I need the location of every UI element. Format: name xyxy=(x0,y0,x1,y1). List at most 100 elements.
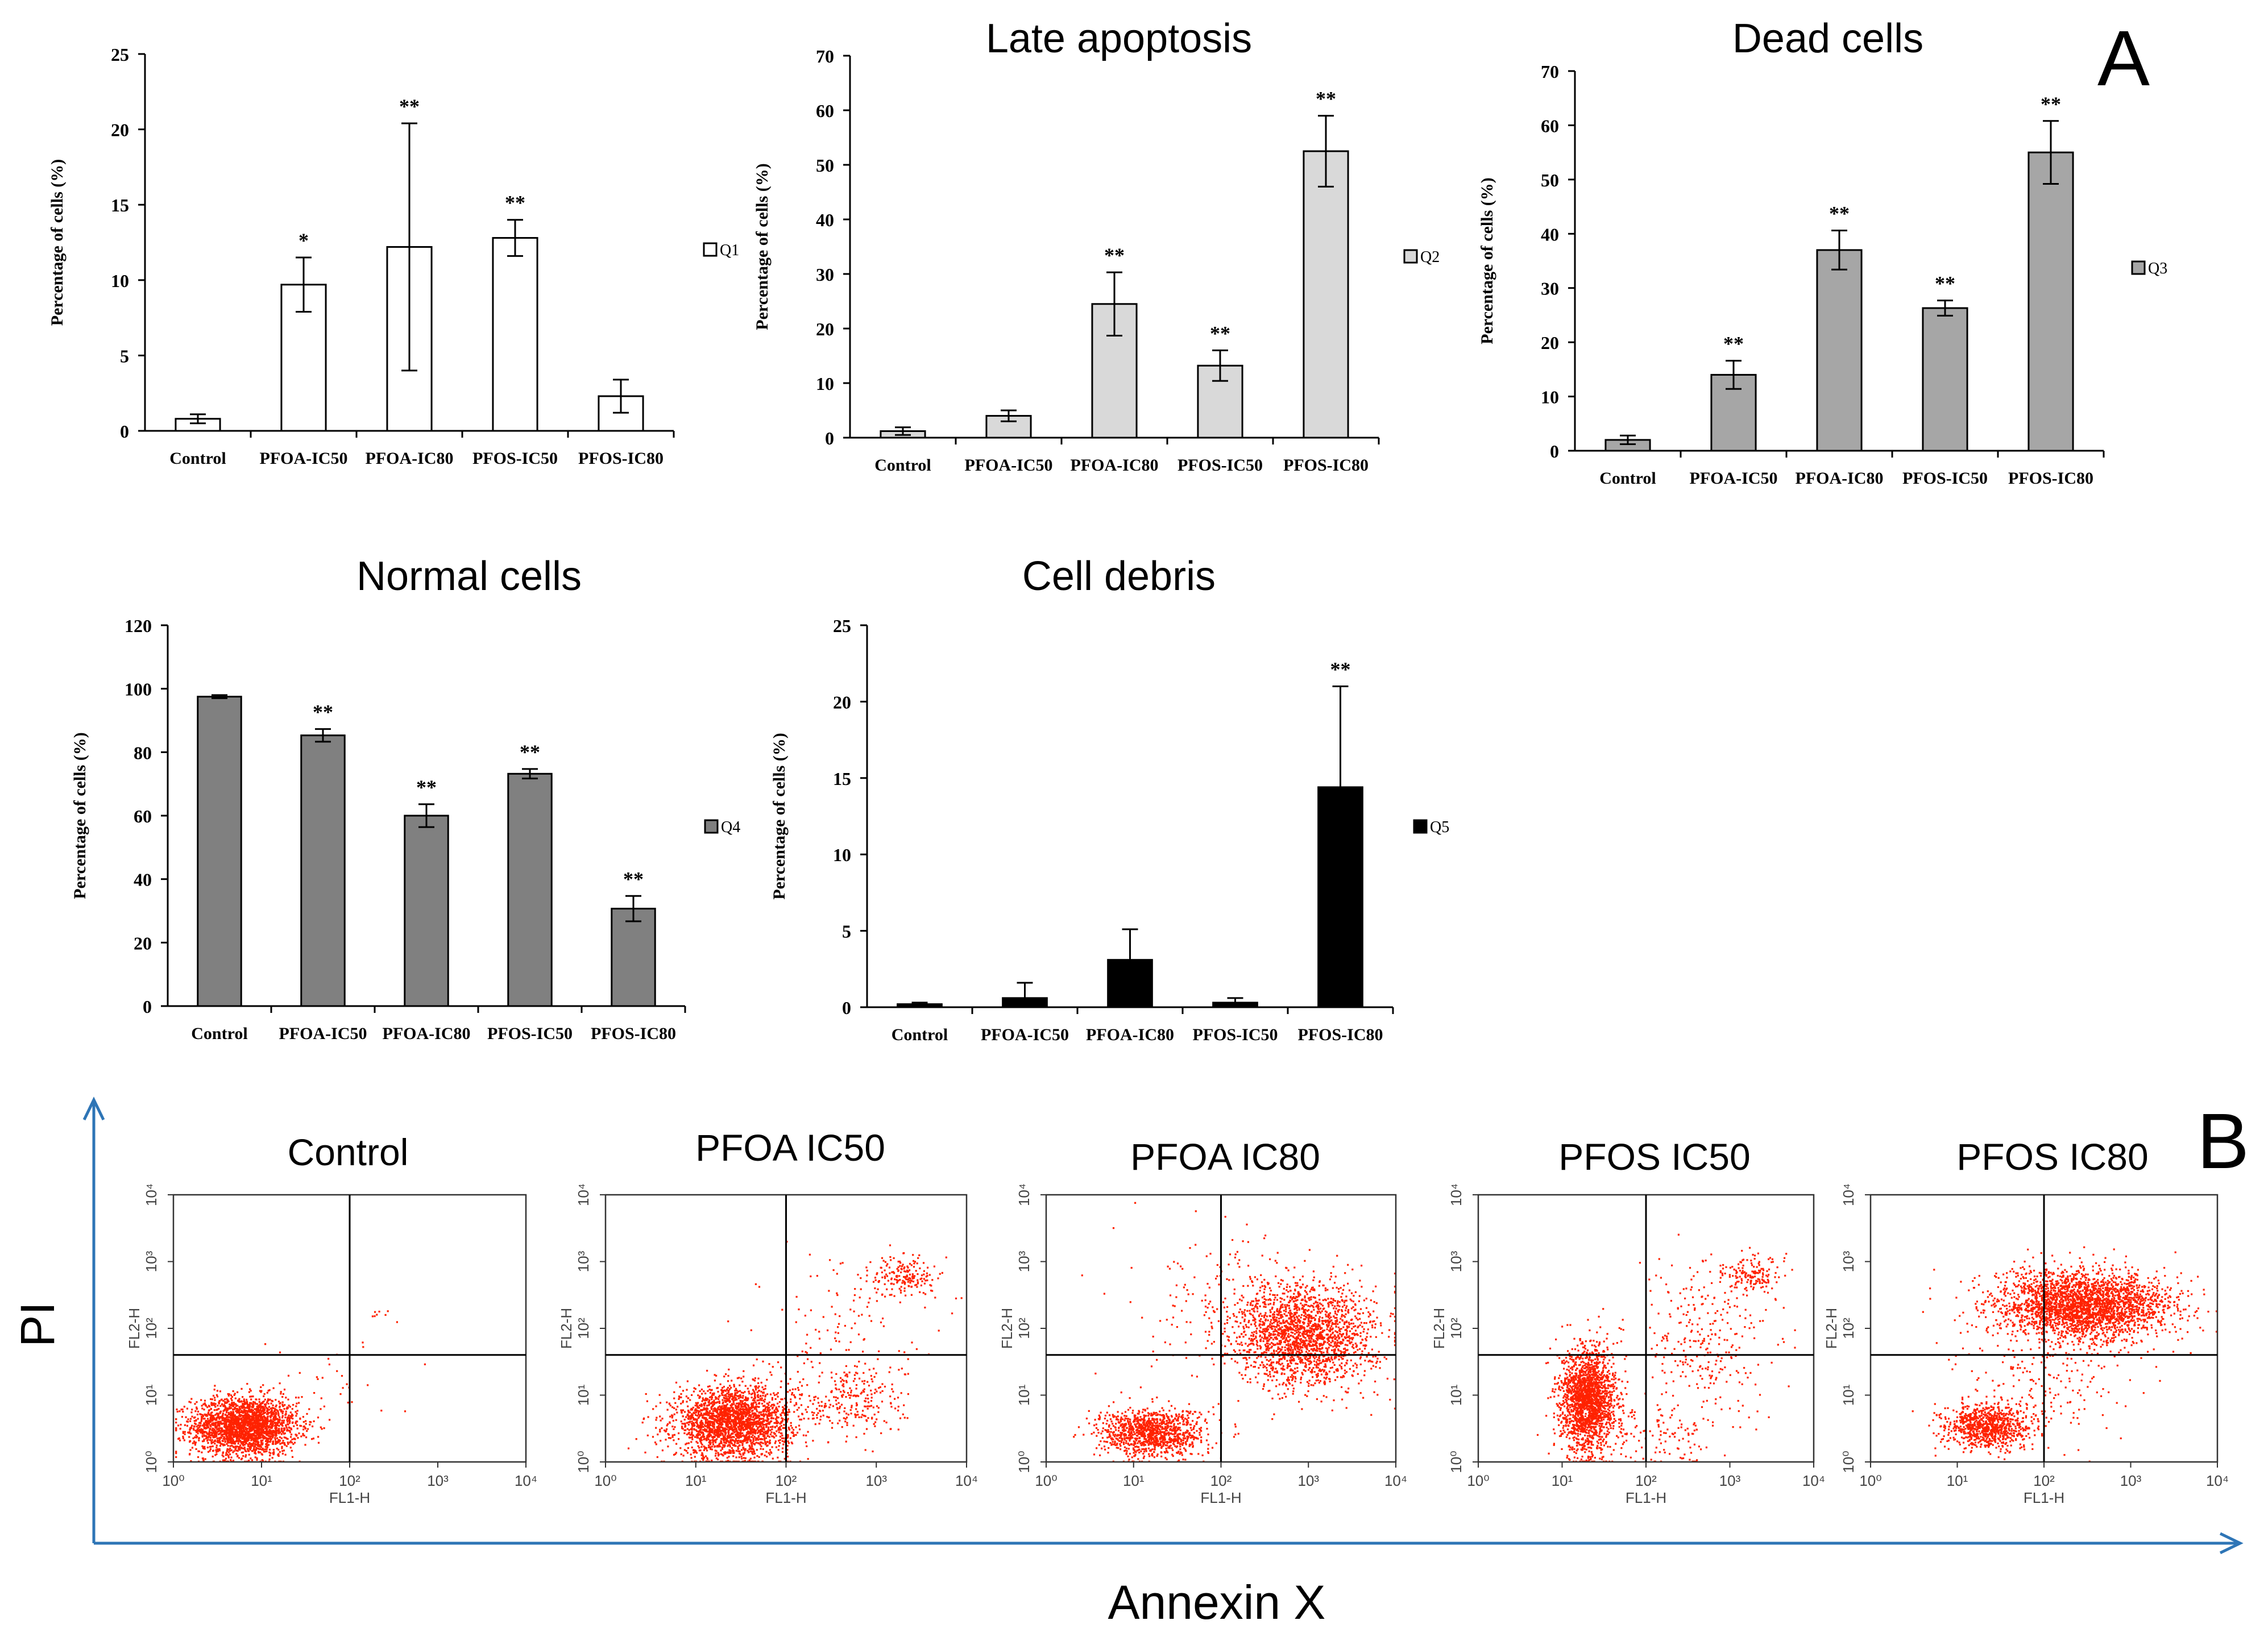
event-dot xyxy=(254,1430,256,1432)
event-dot xyxy=(735,1440,737,1442)
event-dot xyxy=(250,1435,252,1437)
event-dot xyxy=(288,1419,290,1422)
event-dot xyxy=(260,1442,263,1444)
event-dot xyxy=(699,1431,702,1434)
event-dot xyxy=(252,1415,255,1417)
event-dot xyxy=(233,1450,235,1452)
event-dot xyxy=(690,1457,693,1459)
event-dot xyxy=(252,1412,254,1414)
event-dot xyxy=(755,1389,757,1391)
event-dot xyxy=(803,1418,805,1420)
event-dot xyxy=(214,1406,217,1408)
event-dot xyxy=(754,1439,757,1441)
event-dot xyxy=(246,1383,248,1385)
event-dot xyxy=(744,1428,746,1431)
event-dot xyxy=(281,1422,283,1424)
event-dot xyxy=(710,1448,712,1450)
event-dot xyxy=(261,1448,263,1451)
event-dot xyxy=(212,1422,214,1424)
event-dot xyxy=(679,1386,681,1388)
event-dot xyxy=(737,1450,740,1452)
event-dot xyxy=(236,1445,238,1448)
event-dot xyxy=(740,1400,742,1402)
event-dot xyxy=(230,1418,233,1420)
event-dot xyxy=(210,1412,212,1414)
event-dot xyxy=(202,1403,205,1406)
event-dot xyxy=(242,1427,244,1430)
event-dot xyxy=(251,1406,254,1408)
event-dot xyxy=(759,1430,761,1432)
event-dot xyxy=(732,1407,734,1409)
event-dot xyxy=(276,1410,279,1412)
event-dot xyxy=(240,1442,243,1444)
event-dot xyxy=(244,1448,246,1451)
event-dot xyxy=(773,1432,775,1434)
event-dot xyxy=(729,1415,731,1418)
event-dot xyxy=(686,1442,688,1445)
event-dot xyxy=(706,1435,708,1437)
event-dot xyxy=(753,1429,756,1431)
bar-pfos-ic50 xyxy=(1922,307,1968,452)
event-dot xyxy=(747,1410,749,1412)
event-dot xyxy=(710,1412,712,1414)
event-dot xyxy=(732,1422,735,1424)
event-dot xyxy=(729,1449,732,1452)
event-dot xyxy=(707,1386,709,1388)
event-dot xyxy=(233,1446,235,1448)
event-dot xyxy=(682,1390,685,1392)
event-dot xyxy=(725,1437,728,1440)
event-dot xyxy=(760,1445,762,1448)
event-dot xyxy=(747,1399,749,1401)
event-dot xyxy=(749,1439,752,1441)
event-dot xyxy=(725,1395,727,1397)
event-dot xyxy=(735,1434,737,1436)
event-dot xyxy=(782,1443,785,1445)
event-dot xyxy=(757,1442,759,1444)
event-dot xyxy=(646,1400,648,1402)
event-dot xyxy=(708,1435,710,1437)
event-dot xyxy=(724,1451,726,1453)
event-dot xyxy=(665,1430,667,1432)
event-dot xyxy=(208,1422,210,1424)
event-dot xyxy=(786,1411,789,1414)
event-dot xyxy=(752,1453,754,1455)
event-dot xyxy=(277,1441,279,1444)
event-dot xyxy=(249,1388,251,1390)
event-dot xyxy=(237,1422,239,1424)
event-dot xyxy=(231,1434,234,1436)
event-dot xyxy=(227,1425,229,1428)
event-dot xyxy=(756,1410,758,1412)
event-dot xyxy=(224,1414,226,1416)
event-dot xyxy=(765,1413,767,1415)
event-dot xyxy=(745,1423,747,1426)
event-dot xyxy=(222,1451,225,1453)
event-dot xyxy=(233,1402,235,1404)
event-dot xyxy=(231,1396,233,1398)
event-dot xyxy=(771,1407,774,1410)
event-dot xyxy=(696,1406,699,1409)
event-dot xyxy=(229,1406,231,1409)
event-dot xyxy=(214,1426,217,1428)
event-dot xyxy=(669,1405,671,1407)
event-dot xyxy=(754,1437,757,1439)
event-dot xyxy=(242,1406,244,1408)
event-dot xyxy=(242,1436,244,1439)
event-dot xyxy=(766,1456,768,1458)
event-dot xyxy=(213,1389,215,1391)
event-dot xyxy=(760,1411,762,1414)
event-dot xyxy=(720,1432,722,1435)
significance-marker: ** xyxy=(313,701,333,724)
dot-plot-title: PFOA IC50 xyxy=(695,1127,885,1169)
event-dot xyxy=(745,1424,747,1427)
event-dot xyxy=(237,1450,239,1452)
event-dot xyxy=(218,1408,220,1410)
event-dot xyxy=(692,1416,694,1419)
event-dot xyxy=(248,1430,251,1432)
event-dot xyxy=(667,1437,670,1439)
event-dot xyxy=(776,1416,778,1419)
event-dot xyxy=(241,1441,243,1443)
event-dot xyxy=(647,1416,649,1418)
event-dot xyxy=(787,1440,789,1443)
event-dot xyxy=(203,1427,205,1430)
